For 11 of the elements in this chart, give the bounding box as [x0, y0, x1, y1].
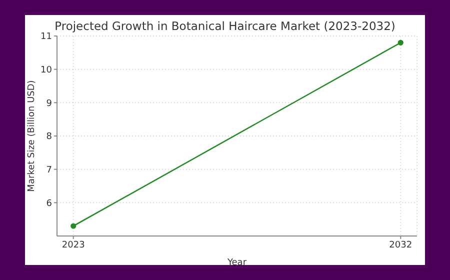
- y-tick-label: 8: [46, 132, 52, 142]
- x-tick-label: 2023: [62, 240, 85, 250]
- y-tick-label: 10: [40, 66, 52, 76]
- x-axis-title: Year: [226, 258, 247, 268]
- y-tick-label: 7: [46, 166, 52, 176]
- y-tick-label: 11: [40, 32, 52, 42]
- y-tick-label: 9: [46, 98, 52, 109]
- chart-title: Projected Growth in Botanical Haircare Market (2023-2032): [54, 19, 396, 33]
- y-tick-label: 6: [46, 198, 52, 209]
- x-tick-label: 2032: [389, 240, 412, 250]
- y-axis-title: Market Size (Billion USD): [27, 80, 38, 192]
